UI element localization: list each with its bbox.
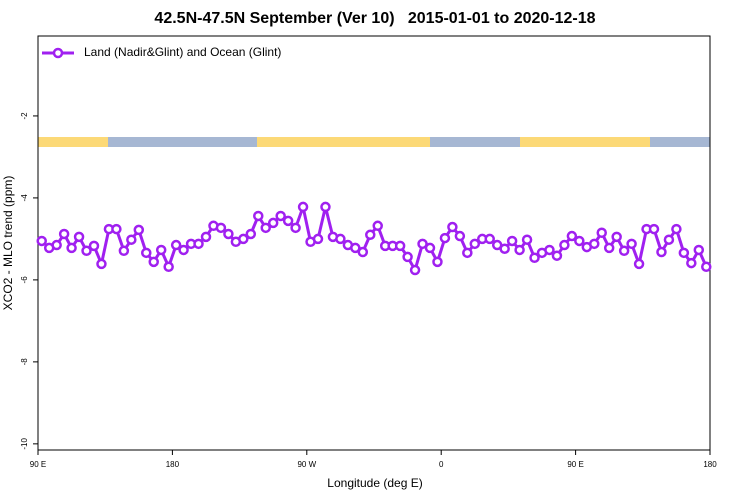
land-band xyxy=(257,137,430,147)
data-point xyxy=(544,244,555,256)
data-point xyxy=(611,231,622,243)
data-point xyxy=(148,256,159,268)
land-band xyxy=(520,137,650,147)
data-point xyxy=(170,239,182,251)
data-point xyxy=(424,242,436,254)
data-point xyxy=(372,220,383,232)
data-point xyxy=(111,223,122,235)
data-point xyxy=(499,243,510,254)
data-point xyxy=(678,247,690,259)
data-point xyxy=(73,231,85,243)
chart-title: 42.5N-47.5N September (Ver 10) 2015-01-0… xyxy=(154,10,595,27)
data-point xyxy=(596,227,607,239)
y-axis-label: XCO2 - MLO trend (ppm) xyxy=(1,176,15,311)
data-point xyxy=(663,234,675,245)
data-point xyxy=(469,238,481,250)
data-point xyxy=(193,238,204,250)
x-tick-label: 90 E xyxy=(567,460,583,469)
data-point xyxy=(223,228,234,240)
y-tick-label: -8 xyxy=(20,358,29,366)
data-point xyxy=(529,252,540,264)
data-point xyxy=(58,228,70,240)
data-point xyxy=(447,221,458,233)
data-point xyxy=(686,257,697,269)
data-point xyxy=(297,201,309,213)
data-point xyxy=(402,251,413,263)
data-point xyxy=(551,250,563,261)
data-point xyxy=(626,238,637,250)
data-point xyxy=(275,210,286,222)
data-point xyxy=(253,210,264,222)
data-point xyxy=(432,256,443,268)
data-point xyxy=(126,234,137,245)
data-point xyxy=(365,229,376,241)
data-point xyxy=(454,230,466,242)
data-point xyxy=(521,234,533,245)
data-point xyxy=(357,246,369,258)
x-tick-label: 0 xyxy=(439,460,444,469)
data-point xyxy=(36,235,47,247)
data-point xyxy=(66,242,77,254)
data-point xyxy=(200,231,212,243)
data-point xyxy=(335,233,346,245)
data-point xyxy=(133,224,145,236)
y-tick-label: -4 xyxy=(20,194,29,202)
data-point xyxy=(671,223,682,235)
x-tick-label: 90 E xyxy=(30,460,46,469)
data-point xyxy=(506,235,518,247)
data-point xyxy=(155,244,167,256)
data-point xyxy=(260,222,271,234)
land-band xyxy=(38,137,108,147)
data-point xyxy=(589,238,600,250)
data-point xyxy=(394,240,406,252)
x-tick-label: 180 xyxy=(166,460,180,469)
data-point xyxy=(245,228,257,240)
x-axis-label: Longitude (deg E) xyxy=(327,476,422,490)
data-point xyxy=(439,232,451,244)
x-tick-label: 90 W xyxy=(297,460,316,469)
data-point xyxy=(484,233,495,245)
data-point xyxy=(701,261,712,273)
data-point xyxy=(559,239,570,251)
data-point xyxy=(88,240,100,252)
data-point xyxy=(267,217,279,229)
land-ocean-strip xyxy=(38,137,710,147)
data-point xyxy=(238,233,249,245)
data-point xyxy=(693,244,705,256)
data-point xyxy=(648,223,660,235)
data-point xyxy=(178,244,189,256)
y-tick-label: -6 xyxy=(20,276,29,284)
data-point xyxy=(163,261,174,273)
data-point xyxy=(656,246,667,258)
data-point xyxy=(566,230,578,242)
legend-swatch-marker xyxy=(52,47,64,59)
data-point xyxy=(462,247,473,259)
data-point xyxy=(603,242,615,254)
x-tick-label: 180 xyxy=(703,460,717,469)
data-point xyxy=(514,244,525,256)
data-point xyxy=(118,245,130,257)
data-point xyxy=(409,264,421,276)
data-point xyxy=(312,233,324,245)
data-point xyxy=(574,235,585,247)
data-point xyxy=(141,247,152,259)
data-point xyxy=(633,258,645,270)
data-point xyxy=(215,222,227,234)
y-tick-label: -10 xyxy=(20,438,29,450)
data-point xyxy=(618,245,630,257)
data-point xyxy=(51,239,62,251)
data-point xyxy=(96,258,107,270)
data-point xyxy=(417,238,428,250)
data-point xyxy=(350,242,361,254)
y-tick-label: -2 xyxy=(20,112,29,120)
data-point xyxy=(81,245,92,257)
data-point xyxy=(290,222,301,234)
data-point xyxy=(282,215,294,227)
data-point xyxy=(320,201,331,213)
legend-label: Land (Nadir&Glint) and Ocean (Glint) xyxy=(84,45,281,59)
